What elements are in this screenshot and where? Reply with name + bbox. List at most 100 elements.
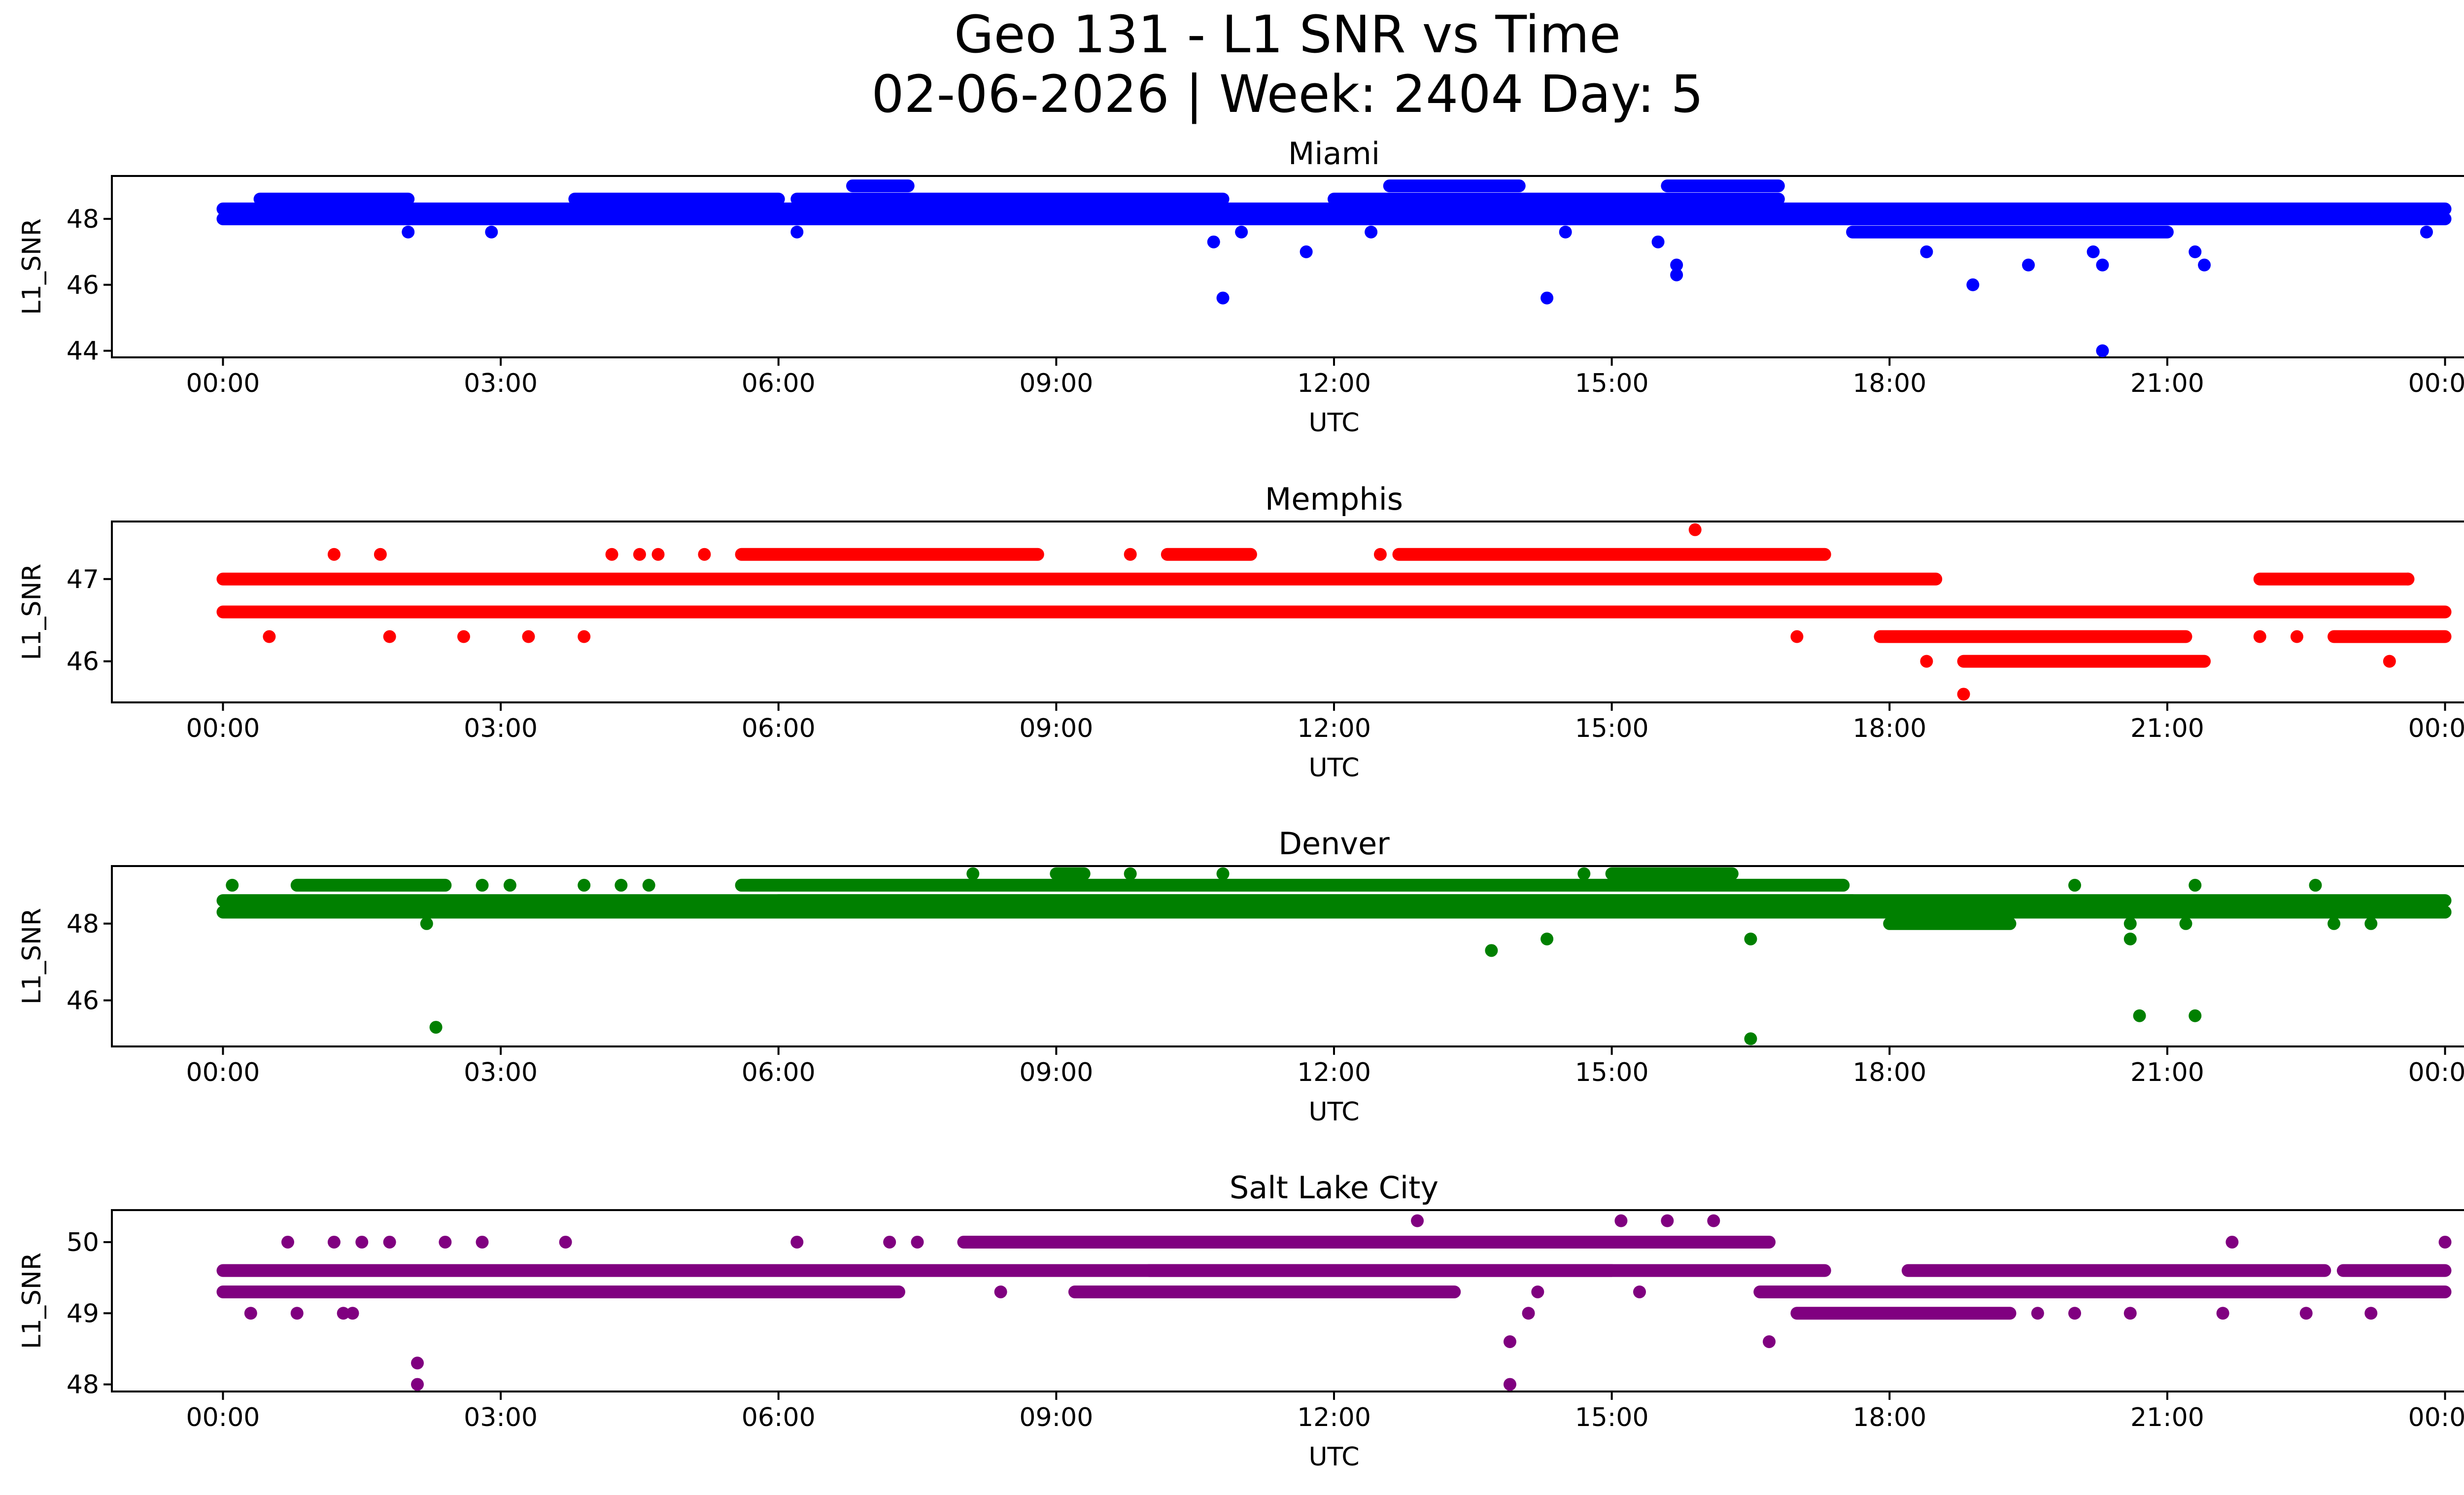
panel-1-point (383, 630, 396, 643)
panel-3-xtick-label: 06:00 (742, 1403, 816, 1432)
panel-1-point-band (1874, 630, 2192, 643)
panel-1-ytick-label: 46 (67, 647, 99, 677)
panel-0-ytick-label: 48 (67, 205, 99, 234)
panel-2-point (966, 867, 980, 880)
panel-2-ytick-label: 46 (67, 986, 99, 1016)
panel-1-point (374, 548, 387, 561)
panel-2-point (476, 878, 489, 892)
panel-2-point (420, 917, 433, 930)
panel-1-point (1688, 523, 1702, 536)
panel-1-xtick-label: 12:00 (1297, 714, 1371, 743)
panel-0-point (1216, 291, 1230, 305)
panel-0-title: Miami (1288, 136, 1380, 172)
panel-2-point (429, 1021, 443, 1034)
panel-1-point (1633, 605, 1646, 619)
panel-2-ylabel: L1_SNR (17, 908, 47, 1005)
panel-1-point (578, 630, 591, 643)
panel-1-point-band (1957, 655, 2211, 668)
panel-0-point (790, 225, 804, 239)
panel-0-point (1365, 225, 1378, 239)
panel-0-xtick-label: 15:00 (1575, 369, 1649, 398)
panel-2-point (2364, 917, 2378, 930)
panel-1-point (2383, 655, 2396, 668)
panel-3-point-band (1753, 1285, 2452, 1298)
panel-3-point (2299, 1307, 2313, 1320)
panel-3-point (1707, 1214, 1720, 1227)
panel-3-ytick-label: 48 (67, 1370, 99, 1400)
panel-3-point (1503, 1378, 1516, 1391)
panel-3-point (911, 1235, 924, 1249)
panel-1-point (2401, 572, 2415, 586)
panel-1-xtick-label: 03:00 (464, 714, 538, 743)
panel-3-point (439, 1235, 452, 1249)
panel-3-point (327, 1235, 341, 1249)
panel-0-ytick-label: 44 (67, 337, 99, 366)
panel-0-point (2096, 344, 2109, 357)
panel-3-point-band (957, 1235, 1776, 1249)
panel-2-point (1577, 867, 1591, 880)
panel-3-ytick-label: 49 (67, 1299, 99, 1328)
panel-1-point (263, 630, 276, 643)
panel-0-point (1651, 235, 1665, 248)
panel-3-point (1661, 1214, 1674, 1227)
panel-0-xtick-label: 18:00 (1852, 369, 1926, 398)
panel-0-point (2087, 245, 2100, 258)
panel-0-xtick-label: 03:00 (464, 369, 538, 398)
panel-1-xtick-label: 18:00 (1852, 714, 1926, 743)
panel-0-point (402, 225, 415, 239)
panel-1-xtick-label: 06:00 (742, 714, 816, 743)
panel-2-point (503, 878, 516, 892)
panel-2-point (1485, 944, 1498, 957)
panel-2-point (2327, 917, 2341, 930)
panel-3-xtick-label: 18:00 (1852, 1403, 1926, 1432)
panel-0-point (1235, 225, 1248, 239)
panel-2-point (1124, 867, 1137, 880)
panel-2-point-band (1846, 905, 2452, 919)
panel-2-point (1744, 932, 1757, 945)
panel-0-point-band (1883, 212, 2192, 225)
panel-3-point (2031, 1307, 2044, 1320)
panel-2-point-band (772, 894, 1859, 907)
panel-0-xtick-label: 09:00 (1019, 369, 1093, 398)
panel-1-point (698, 548, 711, 561)
panel-1-xtick-label: 15:00 (1575, 714, 1649, 743)
panel-0-point (1966, 278, 1980, 291)
panel-0-point-band (846, 179, 915, 193)
panel-1-point (457, 630, 470, 643)
panel-3-ylabel: L1_SNR (17, 1252, 47, 1349)
panel-1-point (605, 548, 618, 561)
panel-3-point (411, 1356, 424, 1370)
panel-2-point (2123, 917, 2137, 930)
panel-3-xtick-label: 00:00 (186, 1403, 260, 1432)
panel-1-point (327, 548, 341, 561)
panel-2-point-band (1883, 917, 2017, 930)
panel-2-point (578, 878, 591, 892)
panel-1-point-band (735, 548, 1044, 561)
panel-3-point-band (1068, 1285, 1461, 1298)
panel-0-xtick-label: 00:00 (186, 369, 260, 398)
figure-title-line2: 02-06-2026 | Week: 2404 Day: 5 (871, 64, 1704, 124)
panel-1-point (1373, 548, 1387, 561)
panel-3-point (2068, 1307, 2082, 1320)
panel-1-point (522, 630, 535, 643)
panel-0-point-band (1661, 179, 1785, 193)
panel-2-point (1744, 1032, 1757, 1045)
panel-3-xlabel: UTC (1308, 1442, 1359, 1472)
panel-2-xtick-label: 12:00 (1297, 1058, 1371, 1087)
panel-2-point-band (290, 878, 452, 892)
panel-0-point (1559, 225, 1572, 239)
panel-0-point (2420, 225, 2433, 239)
panel-2-xtick-label: 18:00 (1852, 1058, 1926, 1087)
panel-3-point (1614, 1214, 1628, 1227)
panel-1-point-band (1161, 548, 1257, 561)
panel-3-point-band (216, 1285, 905, 1298)
panel-2-point (2133, 1009, 2146, 1022)
panel-0-point (485, 225, 498, 239)
panel-3-ytick-label: 50 (67, 1228, 99, 1257)
panel-3-point (1429, 1285, 1442, 1298)
panel-1-point-band (216, 605, 1804, 619)
panel-0-xtick-label: 06:00 (742, 369, 816, 398)
panel-2-point (2189, 1009, 2202, 1022)
panel-1-point (1207, 605, 1220, 619)
